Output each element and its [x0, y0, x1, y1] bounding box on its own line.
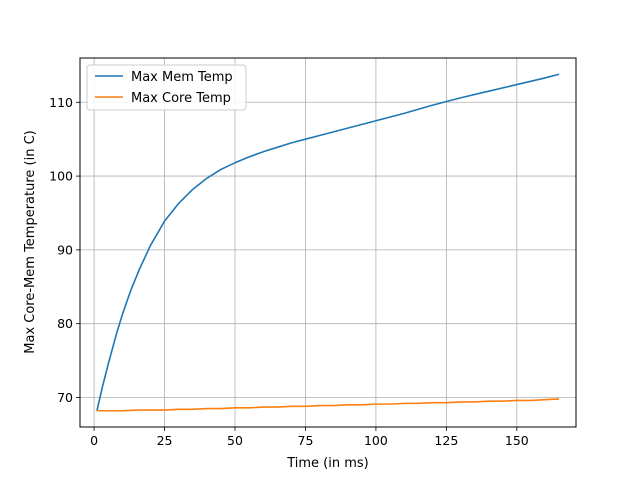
- x-tick-label: 25: [157, 433, 173, 448]
- x-axis-ticks: 0 25 50 75 100 125 150: [90, 427, 529, 448]
- legend-label-max-core-temp: Max Core Temp: [131, 91, 231, 106]
- x-axis-label: Time (in ms): [286, 456, 369, 471]
- legend-label-max-mem-temp: Max Mem Temp: [131, 70, 233, 85]
- x-tick-label: 150: [505, 433, 529, 448]
- y-tick-label: 90: [57, 242, 73, 257]
- y-axis-label: Max Core-Mem Temperature (in C): [23, 130, 38, 353]
- x-tick-label: 0: [90, 433, 98, 448]
- grid-lines: [80, 58, 576, 427]
- x-tick-label: 125: [434, 433, 458, 448]
- y-tick-label: 70: [57, 390, 73, 405]
- plot-frame: [79, 57, 577, 428]
- series-line-max-mem-temp: [96, 73, 560, 411]
- series-line-max-core-temp: [96, 398, 560, 412]
- legend: Max Mem Temp Max Core Temp: [86, 64, 247, 111]
- legend-box: [86, 64, 247, 111]
- series-lines: [96, 73, 560, 412]
- y-tick-label: 100: [49, 169, 73, 184]
- x-tick-label: 100: [364, 433, 388, 448]
- x-tick-label: 50: [227, 433, 243, 448]
- y-axis-ticks: 70 80 90 100 110: [49, 95, 80, 405]
- y-tick-label: 110: [49, 95, 73, 110]
- y-tick-label: 80: [57, 316, 73, 331]
- x-tick-label: 75: [298, 433, 314, 448]
